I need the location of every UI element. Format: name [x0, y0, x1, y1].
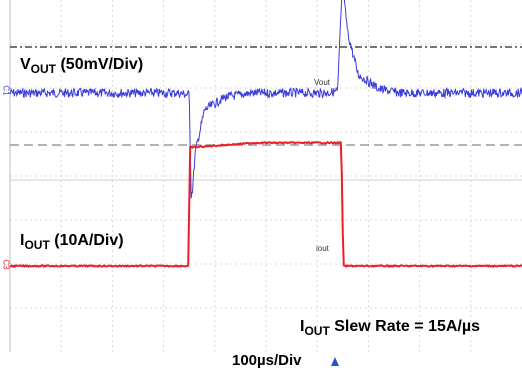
vout-label: VOUT (50mV/Div) — [20, 56, 144, 76]
vout-trace — [9, 0, 522, 199]
timebase-label: 100µs/Div — [232, 352, 302, 369]
iout-label: IOUT (10A/Div) — [20, 232, 124, 252]
c3-marker: C3 — [1, 259, 11, 270]
trigger-marker-icon — [331, 357, 339, 366]
grid — [9, 0, 522, 352]
iout-trace — [9, 140, 522, 268]
slew-rate-annotation: IOUT Slew Rate = 15A/µs — [300, 318, 480, 338]
traces — [9, 0, 522, 268]
reference-lines — [10, 46, 522, 181]
c1-marker: C1 — [1, 85, 11, 96]
vout-waveform-label: Vout — [314, 78, 331, 87]
iout-waveform-label: iout — [316, 244, 329, 253]
